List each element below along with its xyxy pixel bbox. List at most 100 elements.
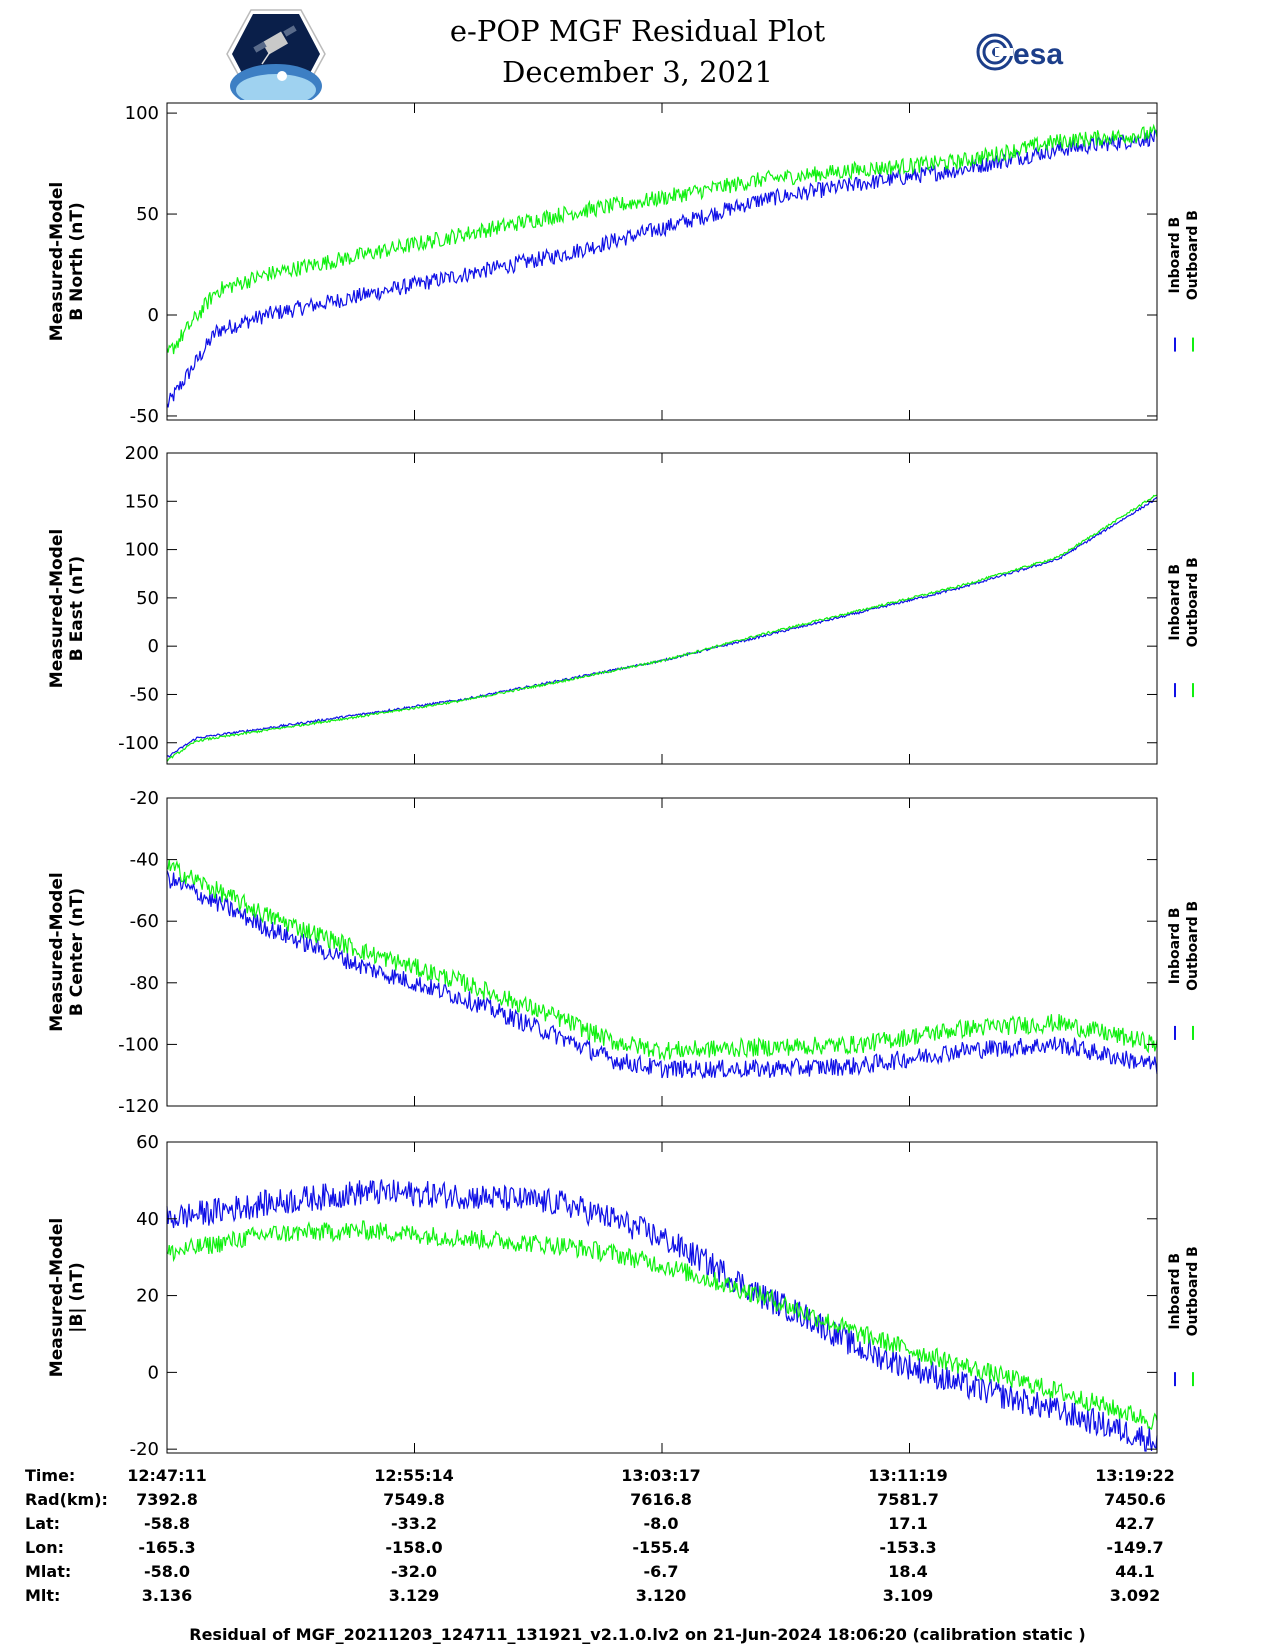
- y-tick-label: 0: [148, 1362, 159, 1383]
- legend-labels: Inboard B Outboard B: [1167, 557, 1201, 647]
- legend-labels: Inboard B Outboard B: [1167, 901, 1201, 991]
- info-cell: 13:03:17: [621, 1466, 701, 1485]
- y-axis-label: Measured-ModelB Center (nT): [47, 872, 87, 1031]
- legend: Inboard B Outboard B: [1167, 210, 1201, 352]
- legend-label-outboard: Outboard B: [1185, 210, 1201, 300]
- y-tick-label: 50: [136, 588, 159, 609]
- chart-subtitle-date: December 3, 2021: [502, 55, 773, 89]
- y-tick-label: 100: [125, 540, 159, 561]
- y-tick-label: 0: [148, 305, 159, 326]
- info-cell: -8.0: [643, 1514, 679, 1533]
- series-line-inboard-b: [166, 496, 1158, 758]
- info-cell: 13:11:19: [868, 1466, 948, 1485]
- info-cell: 3.136: [141, 1586, 193, 1605]
- info-cell: -149.7: [1106, 1538, 1164, 1557]
- info-cell: 3.109: [882, 1586, 934, 1605]
- legend-labels: Inboard B Outboard B: [1167, 210, 1201, 300]
- info-cell: -58.8: [143, 1514, 191, 1533]
- info-cell: 3.129: [388, 1586, 440, 1605]
- legend-label-inboard: Inboard B: [1167, 1253, 1183, 1330]
- y-tick-label: 40: [136, 1209, 159, 1230]
- y-axis-label-line1: Measured-Model: [47, 182, 67, 341]
- y-axis-label-line2: |B| (nT): [67, 1262, 87, 1333]
- legend-label-outboard: Outboard B: [1185, 557, 1201, 647]
- info-cell: 7392.8: [136, 1490, 198, 1509]
- y-axis-label: Measured-ModelB East (nT): [47, 529, 87, 688]
- info-cell: 42.7: [1115, 1514, 1155, 1533]
- info-row-label: Mlt:: [25, 1586, 61, 1605]
- legend-label-inboard: Inboard B: [1167, 217, 1183, 294]
- epop-mission-logo-icon: [226, 9, 326, 100]
- series-line-outboard-b: [166, 859, 1158, 1062]
- info-cell: -155.4: [632, 1538, 690, 1557]
- series-line-inboard-b: [166, 129, 1158, 408]
- info-cell: 7450.6: [1104, 1490, 1166, 1509]
- y-axis-label-line1: Measured-Model: [47, 872, 67, 1031]
- y-tick-label: -20: [130, 1439, 159, 1460]
- panel-1: -50 0 50 100 Measured-ModelB North (nT) Inboa…: [47, 102, 1201, 427]
- legend-label-inboard: Inboard B: [1167, 564, 1183, 641]
- series-line-outboard-b: [166, 123, 1158, 355]
- y-tick-label: -50: [130, 684, 159, 705]
- legend: Inboard B Outboard B: [1167, 1246, 1201, 1387]
- panel-3: -120 -100 -80 -60 -40 -20 Measured-ModelB Cent…: [47, 788, 1201, 1117]
- info-cell: -6.7: [643, 1562, 679, 1581]
- y-tick-label: -120: [118, 1096, 159, 1117]
- y-tick-label: -20: [130, 788, 159, 809]
- plot-frame: [166, 452, 1158, 765]
- info-cell: -33.2: [390, 1514, 438, 1533]
- legend: Inboard B Outboard B: [1167, 557, 1201, 698]
- y-tick-label: 200: [125, 443, 159, 464]
- y-tick-label: 20: [136, 1286, 159, 1307]
- legend-label-outboard: Outboard B: [1185, 901, 1201, 991]
- y-axis-label-line1: Measured-Model: [47, 1218, 67, 1377]
- series-line-outboard-b: [166, 1220, 1158, 1430]
- info-cell: 18.4: [888, 1562, 928, 1581]
- legend-label-inboard: Inboard B: [1167, 907, 1183, 984]
- series-line-outboard-b: [166, 494, 1158, 762]
- y-tick-label: -50: [130, 406, 159, 427]
- info-cell: 3.120: [635, 1586, 687, 1605]
- esa-logo-text: esa: [1013, 38, 1063, 71]
- y-tick-label: 100: [125, 103, 159, 124]
- info-cell: -58.0: [143, 1562, 191, 1581]
- info-cell: -32.0: [390, 1562, 438, 1581]
- y-axis-label-line2: B North (nT): [67, 202, 87, 321]
- info-cell: 7549.8: [383, 1490, 445, 1509]
- info-cell: -165.3: [138, 1538, 196, 1557]
- series-line-inboard-b: [166, 1179, 1158, 1452]
- y-tick-label: -80: [130, 973, 159, 994]
- y-tick-label: -100: [118, 1034, 159, 1055]
- info-cell: -158.0: [385, 1538, 443, 1557]
- y-tick-label: 50: [136, 204, 159, 225]
- y-tick-label: 60: [136, 1132, 159, 1153]
- y-tick-label: 0: [148, 636, 159, 657]
- info-row-label: Lon:: [25, 1538, 64, 1557]
- info-cell: 7616.8: [630, 1490, 692, 1509]
- legend-labels: Inboard B Outboard B: [1167, 1246, 1201, 1336]
- info-cell: 7581.7: [877, 1490, 939, 1509]
- info-row-label: Time:: [25, 1466, 76, 1485]
- panel-4: -20 0 20 40 60 Measured-Model|B| (nT) Inboard …: [47, 1132, 1201, 1460]
- info-cell: 44.1: [1115, 1562, 1155, 1581]
- info-cell: 3.092: [1109, 1586, 1161, 1605]
- info-cell: 13:19:22: [1095, 1466, 1175, 1485]
- y-axis-label: Measured-Model|B| (nT): [47, 1218, 87, 1377]
- y-tick-label: -100: [118, 733, 159, 754]
- info-cell: 12:55:14: [374, 1466, 454, 1485]
- info-row-label: Rad(km):: [25, 1490, 108, 1509]
- orbit-info-table: Time: Rad(km): Lat: Lon: Mlat: Mlt: 12:47:11 73…: [0, 1466, 1275, 1616]
- info-cell: -153.3: [879, 1538, 937, 1557]
- y-axis-label-line1: Measured-Model: [47, 529, 67, 688]
- series-line-inboard-b: [166, 870, 1158, 1080]
- chart-title: e-POP MGF Residual Plot: [449, 14, 826, 48]
- y-axis-label: Measured-ModelB North (nT): [47, 182, 87, 341]
- y-tick-label: 150: [125, 491, 159, 512]
- esa-logo-icon: esa: [976, 33, 1063, 71]
- info-cell: 12:47:11: [127, 1466, 207, 1485]
- y-tick-label: -40: [130, 850, 159, 871]
- info-row-label: Lat:: [25, 1514, 61, 1533]
- legend: Inboard B Outboard B: [1167, 901, 1201, 1040]
- y-axis-label-line2: B East (nT): [67, 556, 87, 661]
